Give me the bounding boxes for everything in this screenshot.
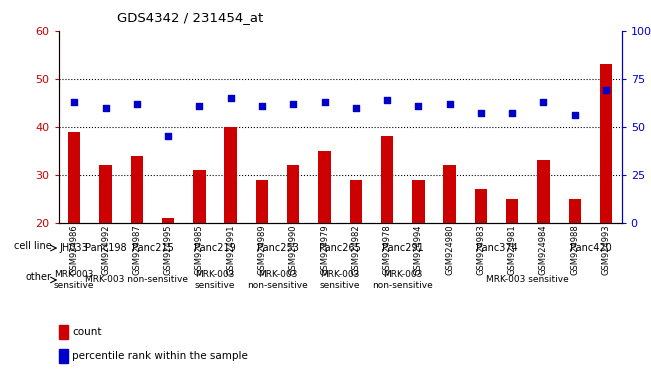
Bar [350, 180, 362, 319]
Point [319, 99, 329, 105]
Bar [99, 165, 112, 319]
Bar [381, 136, 393, 319]
Text: MRK-003 non-sensitive: MRK-003 non-sensitive [85, 275, 188, 285]
Text: percentile rank within the sample: percentile rank within the sample [72, 351, 248, 361]
Text: Panc374: Panc374 [476, 243, 518, 253]
Text: JH033: JH033 [60, 243, 89, 253]
Text: MRK-003
non-sensitive: MRK-003 non-sensitive [372, 270, 433, 290]
Point [570, 112, 580, 118]
Point [163, 133, 173, 139]
Bar [568, 199, 581, 319]
Text: Panc265: Panc265 [319, 243, 361, 253]
Text: MRK-003
sensitive: MRK-003 sensitive [54, 270, 94, 290]
Bar [59, 349, 68, 362]
Text: Panc291: Panc291 [382, 243, 424, 253]
Point [382, 97, 393, 103]
Point [132, 101, 142, 107]
Point [538, 99, 549, 105]
Bar [131, 156, 143, 319]
Text: Panc219: Panc219 [194, 243, 236, 253]
Bar [475, 189, 487, 319]
Bar [287, 165, 299, 319]
Text: Panc215: Panc215 [132, 243, 173, 253]
Text: MRK-003
sensitive: MRK-003 sensitive [320, 270, 361, 290]
Point [413, 103, 424, 109]
Point [194, 103, 204, 109]
Point [225, 95, 236, 101]
Text: GDS4342 / 231454_at: GDS4342 / 231454_at [117, 12, 264, 25]
Point [476, 110, 486, 116]
Point [100, 104, 111, 111]
Bar [59, 325, 68, 339]
Bar [318, 151, 331, 319]
Point [601, 87, 611, 93]
Bar [443, 165, 456, 319]
Point [256, 103, 267, 109]
Bar [225, 127, 237, 319]
Text: Panc420: Panc420 [570, 243, 611, 253]
Text: MRK-003
sensitive: MRK-003 sensitive [195, 270, 235, 290]
Point [507, 110, 518, 116]
Text: Panc198: Panc198 [85, 243, 126, 253]
Text: Panc253: Panc253 [256, 243, 299, 253]
Bar [537, 161, 549, 319]
Point [69, 99, 79, 105]
Point [445, 101, 455, 107]
Bar [600, 64, 613, 319]
Bar [412, 180, 424, 319]
Text: MRK-003 sensitive: MRK-003 sensitive [486, 275, 569, 285]
Point [351, 104, 361, 111]
Bar [256, 180, 268, 319]
Text: count: count [72, 327, 102, 337]
Text: other: other [25, 272, 51, 282]
Bar [68, 131, 81, 319]
Bar [162, 218, 174, 319]
Text: cell line: cell line [14, 241, 51, 251]
Bar [193, 170, 206, 319]
Text: MRK-003
non-sensitive: MRK-003 non-sensitive [247, 270, 308, 290]
Bar [506, 199, 518, 319]
Point [288, 101, 298, 107]
